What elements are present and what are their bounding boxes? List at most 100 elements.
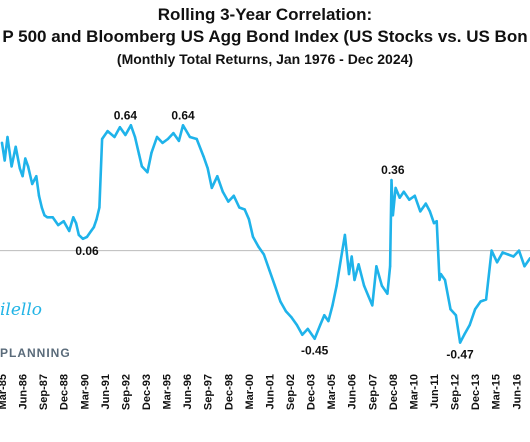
x-tick-label: Sep-07 <box>367 374 379 410</box>
data-point <box>155 135 159 139</box>
data-point <box>490 249 493 252</box>
data-point <box>512 255 515 258</box>
data-point <box>371 304 374 307</box>
data-point <box>473 308 477 311</box>
x-tick-label: Mar-95 <box>162 374 174 409</box>
x-tick-label: Jun-86 <box>18 374 30 409</box>
data-point <box>390 178 393 182</box>
data-point <box>3 159 6 162</box>
x-tick-label: Dec-98 <box>223 374 235 410</box>
data-point <box>26 165 30 168</box>
data-point <box>51 216 54 219</box>
data-point <box>202 155 205 158</box>
data-point <box>432 222 436 225</box>
data-point <box>232 194 235 197</box>
data-point <box>77 233 81 237</box>
data-point <box>43 214 46 217</box>
data-point <box>37 194 41 197</box>
data-point <box>273 284 277 287</box>
data-point <box>295 323 299 327</box>
data-point <box>21 175 24 178</box>
data-point <box>353 278 356 282</box>
data-point <box>362 284 366 287</box>
data-point <box>133 135 137 139</box>
x-tick-label: Mar-05 <box>326 374 338 409</box>
data-point <box>35 175 38 178</box>
data-point <box>284 310 288 313</box>
annotation-label: 0.06 <box>75 244 99 258</box>
x-tick-label: Sep-97 <box>203 374 215 410</box>
x-tick-label: Sep-02 <box>285 374 297 410</box>
data-point <box>85 235 89 239</box>
data-point <box>150 151 153 154</box>
data-point <box>335 284 338 287</box>
data-point <box>41 210 45 213</box>
annotation-label: -0.47 <box>446 348 474 362</box>
x-tick-label: Mar-90 <box>79 374 91 409</box>
data-point <box>419 210 422 213</box>
data-point <box>484 298 488 301</box>
data-point <box>146 171 149 174</box>
data-point <box>458 341 462 344</box>
chart-title: Rolling 3-Year Correlation: <box>157 5 373 24</box>
x-tick-label: Dec-03 <box>306 374 318 410</box>
x-tick-label: Sep-87 <box>38 374 50 410</box>
data-point <box>46 216 49 219</box>
data-point <box>428 210 432 213</box>
data-point <box>327 319 330 323</box>
data-point <box>100 137 104 141</box>
data-point <box>313 337 316 340</box>
data-point <box>347 272 351 276</box>
data-point <box>386 292 389 295</box>
data-point <box>438 278 441 282</box>
data-point <box>413 194 416 197</box>
data-point <box>306 327 309 331</box>
x-tick-label: Mar-15 <box>491 374 503 409</box>
data-point <box>463 333 466 336</box>
data-point <box>339 259 342 262</box>
annotation-label: 0.36 <box>381 163 405 177</box>
annotation-label: 0.64 <box>114 108 138 122</box>
data-point <box>398 196 401 199</box>
data-point <box>290 316 293 319</box>
data-point <box>257 245 260 248</box>
annotation-label: 0.64 <box>171 108 195 122</box>
data-point <box>206 167 209 170</box>
data-point <box>343 233 347 237</box>
data-point <box>243 208 246 211</box>
data-point <box>394 186 397 190</box>
x-tick-label: Jun-06 <box>347 374 359 409</box>
data-point <box>408 198 411 201</box>
data-point <box>210 186 213 190</box>
data-point <box>62 220 65 223</box>
data-point <box>435 220 438 223</box>
data-point <box>188 135 192 139</box>
data-point <box>238 206 241 209</box>
data-point <box>523 265 526 268</box>
data-point <box>247 218 251 221</box>
data-point <box>468 323 471 327</box>
data-point <box>6 135 9 139</box>
data-point <box>391 214 395 217</box>
data-point <box>449 308 452 311</box>
data-point <box>262 253 266 256</box>
data-point <box>177 139 181 143</box>
data-point <box>268 269 271 272</box>
data-point <box>221 190 224 193</box>
data-point <box>479 300 482 303</box>
data-point <box>106 129 109 133</box>
data-point <box>181 124 185 127</box>
data-point <box>495 261 499 264</box>
data-point <box>216 175 219 178</box>
annotation-label: -0.45 <box>301 344 329 358</box>
data-point <box>57 223 60 227</box>
data-point <box>375 265 378 268</box>
data-point <box>443 278 447 282</box>
data-point <box>98 206 101 209</box>
data-point <box>14 145 17 148</box>
x-tick-label: Sep-12 <box>450 374 462 410</box>
data-point <box>74 222 78 225</box>
data-point <box>380 284 384 287</box>
x-tick-label: Dec-13 <box>470 374 482 410</box>
